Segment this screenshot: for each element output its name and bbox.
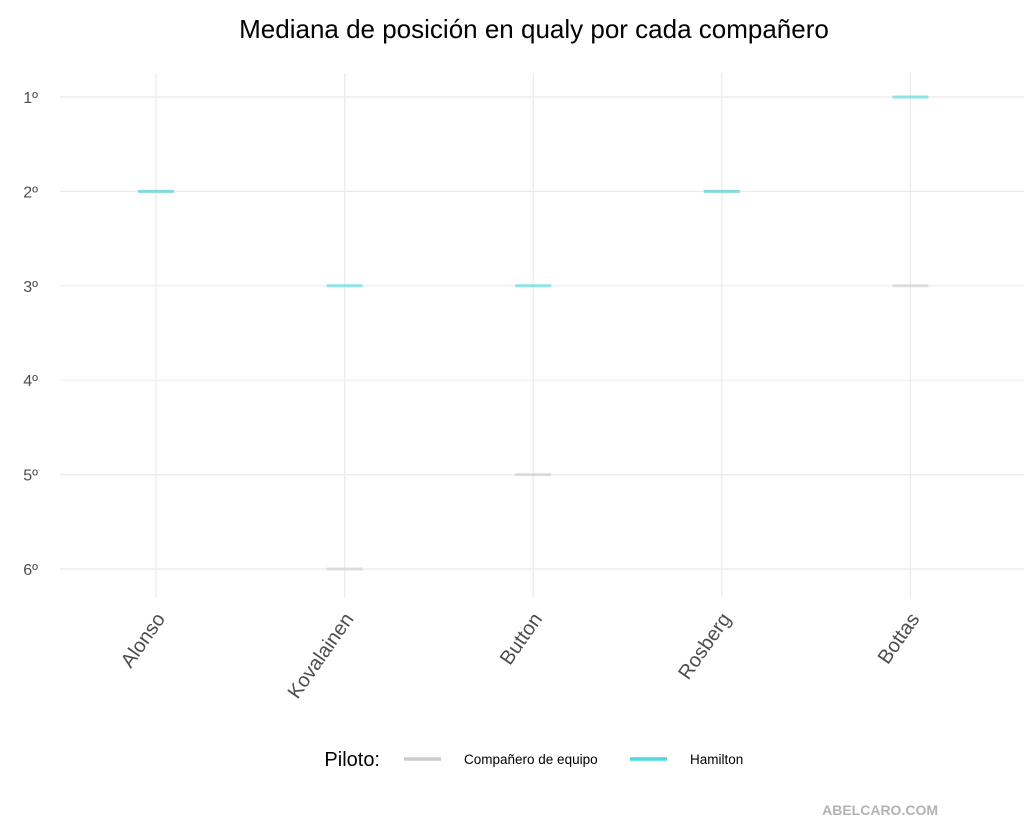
legend-label: Compañero de equipo [464, 752, 598, 767]
x-tick-label: Kovalainen [284, 609, 359, 703]
x-tick-label: Bottas [874, 609, 925, 668]
x-tick-label: Alonso [117, 609, 170, 672]
legend: Piloto: Compañero de equipo Hamilton [324, 749, 743, 771]
y-tick-label: 3º [23, 279, 38, 296]
legend-label: Hamilton [690, 752, 743, 767]
x-tick-label: Button [496, 609, 547, 669]
chart-title: Mediana de posición en qualy por cada co… [239, 14, 829, 44]
legend-title: Piloto: [324, 749, 380, 771]
y-tick-label: 4º [23, 373, 38, 390]
y-tick-label: 6º [23, 562, 38, 579]
y-tick-label: 5º [23, 468, 38, 485]
caption: ABELCARO.COM [822, 802, 938, 818]
x-tick-label: Rosberg [674, 609, 735, 684]
y-tick-label: 1º [23, 90, 38, 107]
y-tick-label: 2º [23, 184, 38, 201]
